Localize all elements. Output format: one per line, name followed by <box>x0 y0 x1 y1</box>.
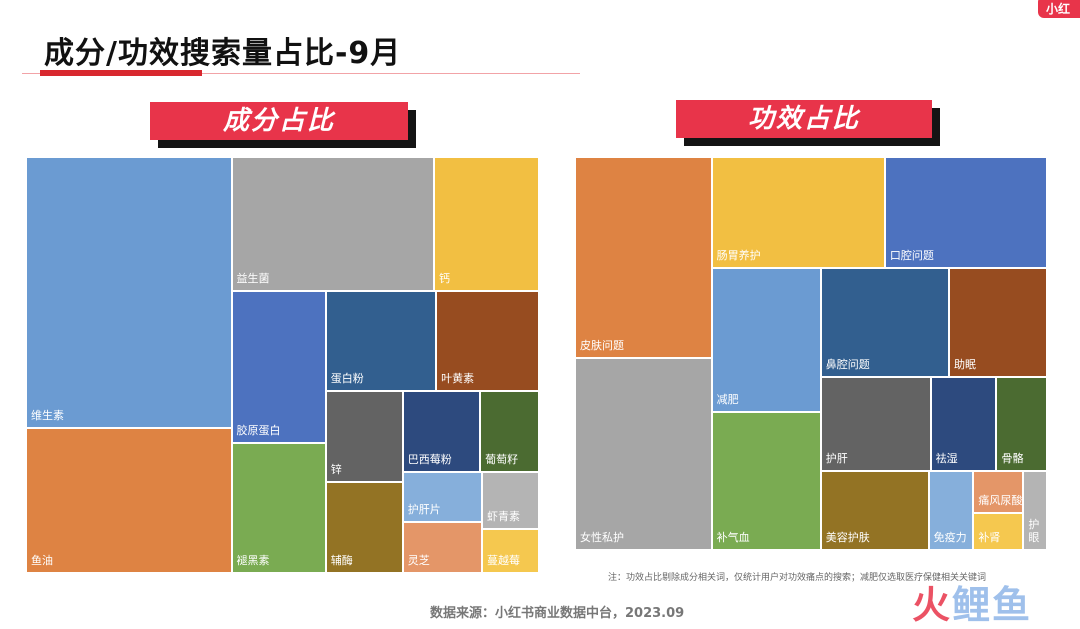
title-accent-bar <box>40 70 202 76</box>
treemap-tile: 痛风尿酸 <box>973 471 1024 513</box>
treemap-tile-label: 美容护肤 <box>825 530 870 544</box>
treemap-tile: 祛湿 <box>930 377 997 472</box>
treemap-tile: 褪黑素 <box>231 442 326 573</box>
treemap-tile: 皮肤问题 <box>575 157 712 359</box>
treemap-tile-label: 蔓越莓 <box>487 553 521 567</box>
treemap-tile: 巴西莓粉 <box>402 390 481 472</box>
treemap-tile-label: 鼻腔问题 <box>825 358 870 372</box>
treemap-tile-label: 叶黄素 <box>441 371 475 385</box>
title-divider <box>22 73 580 74</box>
treemap-tile-label: 护眼 <box>1028 517 1040 544</box>
treemap-tile: 虾青素 <box>482 471 539 529</box>
treemap-tile: 口腔问题 <box>884 157 1047 268</box>
treemap-tile-label: 护肝片 <box>407 503 441 517</box>
ingredient-chart-title: 成分占比 <box>150 102 408 140</box>
treemap-tile: 护肝片 <box>402 471 483 523</box>
treemap-tile: 护眼 <box>1023 471 1047 550</box>
treemap-tile-label: 皮肤问题 <box>580 339 624 353</box>
treemap-tile-label: 辅酶 <box>330 553 353 567</box>
treemap-tile: 补气血 <box>711 411 821 550</box>
treemap-tile-label: 灵芝 <box>407 553 430 567</box>
treemap-tile-label: 补肾 <box>978 530 1001 544</box>
footnote: 注：功效占比剔除成分相关词，仅统计用户对功效痛点的搜索；减肥仅选取医疗保健相关关… <box>608 573 987 583</box>
treemap-tile-label: 助眠 <box>953 358 976 372</box>
efficacy-treemap: 皮肤问题女性私护 肠胃养护 口腔问题减肥补气血 鼻腔问题 助眠护肝 祛湿 骨骼美容护肤 免疫力… <box>575 157 1047 550</box>
data-source: 数据来源：小红书商业数据中台，2023.09 <box>430 606 685 621</box>
page-title: 成分/功效搜索量占比-9月 <box>44 36 402 71</box>
treemap-tile: 补肾 <box>973 512 1024 550</box>
treemap-tile: 美容护肤 <box>820 471 929 550</box>
treemap-tile-label: 益生菌 <box>236 271 270 285</box>
treemap-tile-label: 胶原蛋白 <box>236 423 281 437</box>
treemap-tile-label: 祛湿 <box>935 452 958 466</box>
treemap-tile-label: 维生素 <box>31 408 64 422</box>
treemap-tile-label: 蛋白粉 <box>330 371 364 385</box>
treemap-tile-label: 减肥 <box>716 392 739 406</box>
treemap-tile-label: 葡萄籽 <box>485 452 519 466</box>
treemap-tile-label: 女性私护 <box>580 530 624 544</box>
efficacy-banner: 功效占比 <box>676 100 940 146</box>
treemap-tile: 鱼油 <box>26 427 232 573</box>
treemap-tile: 钙 <box>434 157 539 291</box>
treemap-tile: 维生素 <box>26 157 232 428</box>
treemap-tile: 助眠 <box>948 267 1047 378</box>
watermark-part-1: 火 <box>912 583 953 627</box>
treemap-tile-label: 鱼油 <box>31 553 53 567</box>
treemap-tile: 灵芝 <box>402 522 483 573</box>
treemap-tile-label: 肠胃养护 <box>716 248 761 262</box>
treemap-tile-label: 补气血 <box>716 530 750 544</box>
treemap-tile-label: 钙 <box>439 271 451 285</box>
ingredient-treemap: 维生素鱼油 益生菌 钙胶原蛋白褪黑素 蛋白粉 叶黄素锌辅酶 巴西莓粉 葡萄籽护肝片灵芝 虾青素… <box>26 157 539 573</box>
efficacy-chart-title: 功效占比 <box>676 100 932 138</box>
treemap-tile: 蔓越莓 <box>482 528 539 573</box>
treemap-tile: 免疫力 <box>928 471 974 550</box>
treemap-tile: 蛋白粉 <box>325 290 437 391</box>
treemap-tile: 叶黄素 <box>436 290 539 391</box>
treemap-tile: 葡萄籽 <box>480 390 539 472</box>
brand-tab: 小红 <box>1038 0 1080 18</box>
treemap-tile: 益生菌 <box>231 157 434 291</box>
treemap-tile: 女性私护 <box>575 358 712 550</box>
ingredient-banner: 成分占比 <box>150 102 416 148</box>
treemap-tile-label: 褪黑素 <box>236 553 270 567</box>
watermark-part-2: 鲤鱼 <box>952 583 1033 627</box>
treemap-tile-label: 护肝 <box>825 452 848 466</box>
treemap-tile-label: 巴西莓粉 <box>407 452 452 466</box>
treemap-tile: 骨骼 <box>996 377 1047 472</box>
treemap-tile-label: 骨骼 <box>1001 452 1024 466</box>
treemap-tile-label: 虾青素 <box>487 509 521 523</box>
treemap-tile: 护肝 <box>820 377 931 472</box>
treemap-tile-label: 痛风尿酸 <box>978 493 1023 507</box>
treemap-tile: 鼻腔问题 <box>820 267 949 378</box>
treemap-tile: 减肥 <box>711 267 821 412</box>
treemap-tile-label: 锌 <box>330 462 342 476</box>
treemap-tile-label: 口腔问题 <box>889 248 934 262</box>
treemap-tile: 肠胃养护 <box>711 157 885 268</box>
treemap-tile: 辅酶 <box>325 481 403 573</box>
treemap-tile-label: 免疫力 <box>933 530 967 544</box>
treemap-tile: 胶原蛋白 <box>231 290 326 443</box>
treemap-tile: 锌 <box>325 390 403 482</box>
watermark-logo: 火鲤鱼 <box>912 574 1032 629</box>
